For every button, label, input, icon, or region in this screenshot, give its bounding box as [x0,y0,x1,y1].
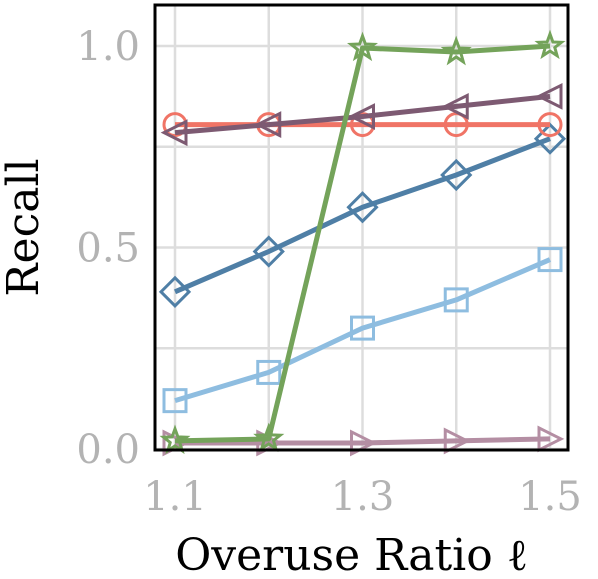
plot-series [158,29,567,457]
series-triangle-left [160,82,563,147]
data-point-triangle-left [535,82,563,110]
data-point-diamond [158,275,192,308]
data-point-square [256,359,282,385]
series-line [174,257,551,403]
data-point-triangle-left [160,119,188,147]
data-point-triangle-left [348,103,375,130]
series-line [174,93,551,136]
tick-labels: 0.0 0.5 1.0 1.1 1.3 1.5 [76,24,581,520]
series-line [174,43,551,444]
data-point-star [159,424,191,455]
data-point-triangle-right [162,429,190,457]
data-point-square [537,247,563,273]
data-point-diamond [533,122,567,155]
plot-frame [153,3,570,452]
x-tick-label: 1.5 [518,474,582,520]
y-tick-label: 1.0 [76,24,140,70]
data-point-triangle-right [443,427,471,455]
data-point-triangle-left [441,93,469,120]
y-tick-label: 0.5 [76,226,140,272]
data-point-diamond [346,191,379,224]
data-point-square [443,287,469,313]
series-triangle-right [162,425,565,457]
data-point-circle [537,112,563,138]
data-point-triangle-right [537,425,565,453]
x-axis-label: Overuse Ratio ℓ [175,530,528,579]
x-tick-label: 1.3 [331,474,395,520]
series-line [175,436,551,446]
x-tick-label: 1.1 [143,474,207,520]
series-line [174,136,551,295]
data-point-diamond [440,158,473,192]
data-point-triangle-left [254,111,282,139]
data-point-star [440,35,472,66]
data-point-star [347,31,378,62]
y-axis-label: Recall [0,158,49,296]
grid [155,5,568,451]
data-point-star [534,29,566,60]
data-point-star [253,422,285,453]
data-point-diamond [252,235,285,268]
data-point-square [162,388,188,414]
y-tick-label: 0.0 [76,427,140,473]
series-square [162,247,563,414]
series-diamond [158,122,567,308]
data-point-square [350,315,375,341]
series-star [159,29,566,455]
data-point-triangle-right [350,429,377,457]
